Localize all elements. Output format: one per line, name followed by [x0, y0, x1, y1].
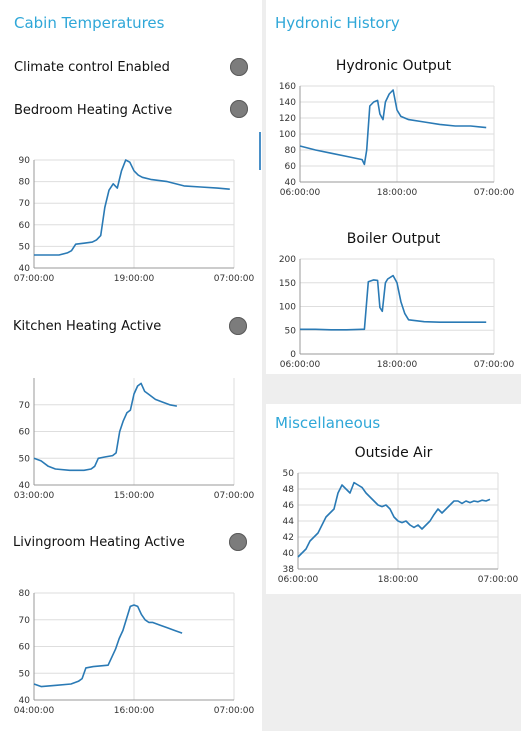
y-tick-label: 60	[19, 221, 31, 231]
x-tick-label: 07:00:00	[474, 188, 515, 198]
climate-control-led[interactable]	[230, 58, 248, 76]
cabin-temperatures-panel: Cabin Temperatures Climate control Enabl…	[0, 0, 262, 731]
x-tick-label: 07:00:00	[214, 706, 255, 716]
y-tick-label: 48	[283, 485, 295, 495]
x-tick-label: 07:00:00	[214, 274, 255, 284]
x-tick-label: 03:00:00	[14, 491, 55, 501]
y-tick-label: 70	[19, 401, 31, 411]
y-tick-label: 50	[19, 242, 31, 252]
y-tick-label: 40	[19, 481, 31, 491]
y-tick-label: 50	[19, 669, 31, 679]
x-tick-label: 06:00:00	[278, 575, 319, 585]
x-tick-label: 04:00:00	[14, 706, 55, 716]
y-tick-label: 50	[285, 326, 297, 336]
hydronic-history-title: Hydronic History	[275, 14, 400, 32]
kitchen-heating-label: Kitchen Heating Active	[13, 319, 162, 334]
bedroom-heating-label: Bedroom Heating Active	[14, 103, 173, 118]
climate-control-label: Climate control Enabled	[14, 60, 170, 75]
x-tick-label: 19:00:00	[114, 274, 155, 284]
outside-air-title: Outside Air	[354, 445, 433, 461]
hydronic-output-series-line	[299, 89, 487, 166]
y-tick-label: 50	[283, 469, 295, 479]
boiler-output-chart: 0 50 100 150 200 06:00:00 18:00:00 07:00:00	[279, 255, 515, 370]
y-tick-label: 70	[19, 616, 31, 626]
x-tick-label: 07:00:00	[474, 360, 515, 370]
x-tick-label: 18:00:00	[377, 360, 418, 370]
livingroom-heating-led[interactable]	[229, 533, 247, 551]
x-tick-label: 07:00:00	[14, 274, 55, 284]
y-tick-label: 140	[279, 98, 296, 108]
hydronic-history-panel: Hydronic History Hydronic Output 40 60 80 1…	[266, 0, 521, 374]
y-tick-label: 38	[283, 565, 295, 575]
y-tick-label: 80	[19, 178, 31, 188]
livingroom-heating-label: Livingroom Heating Active	[13, 535, 185, 550]
y-tick-label: 90	[19, 156, 31, 166]
y-tick-label: 150	[279, 279, 296, 289]
y-tick-label: 80	[19, 589, 31, 599]
x-tick-label: 15:00:00	[114, 491, 155, 501]
y-tick-label: 40	[283, 549, 295, 559]
y-tick-label: 200	[279, 255, 296, 265]
outside-air-series-line	[297, 481, 491, 558]
kitchen-series-line	[33, 382, 178, 472]
x-tick-label: 07:00:00	[214, 491, 255, 501]
y-tick-label: 40	[19, 696, 31, 706]
x-tick-label: 06:00:00	[280, 360, 321, 370]
y-tick-label: 60	[285, 162, 297, 172]
y-tick-label: 120	[279, 114, 296, 124]
y-tick-label: 42	[283, 533, 294, 543]
x-tick-label: 06:00:00	[280, 188, 321, 198]
x-tick-label: 16:00:00	[114, 706, 155, 716]
livingroom-series-line	[33, 604, 183, 688]
x-tick-label: 18:00:00	[378, 575, 419, 585]
y-tick-label: 80	[285, 146, 297, 156]
x-tick-label: 07:00:00	[478, 575, 519, 585]
bedroom-temperature-chart: 40 50 60 70 80 90 07:00:00 19:00:00 07:00:00	[14, 156, 255, 284]
boiler-output-title: Boiler Output	[346, 231, 441, 247]
x-tick-label: 18:00:00	[377, 188, 418, 198]
bedroom-series-line	[34, 159, 230, 256]
y-tick-label: 100	[279, 130, 296, 140]
miscellaneous-panel: Miscellaneous Outside Air 38 40 42 44 46 48 50…	[266, 404, 521, 594]
y-tick-label: 100	[279, 303, 296, 313]
boiler-output-series-line	[300, 274, 487, 331]
column-divider	[259, 132, 261, 170]
y-tick-label: 40	[285, 178, 297, 188]
cabin-temperatures-title: Cabin Temperatures	[14, 14, 165, 32]
y-tick-label: 40	[19, 264, 31, 274]
bedroom-heating-led[interactable]	[230, 100, 248, 118]
y-tick-label: 60	[19, 428, 31, 438]
livingroom-temperature-chart: 40 50 60 70 80 04:00:00 16:00:00 07:00:00	[14, 589, 255, 716]
y-tick-label: 50	[19, 454, 31, 464]
kitchen-heating-led[interactable]	[229, 317, 247, 335]
y-tick-label: 160	[279, 82, 296, 92]
kitchen-temperature-chart: 40 50 60 70 03:00:00 15:00:00 07:00:00	[14, 378, 255, 501]
miscellaneous-title: Miscellaneous	[275, 414, 381, 432]
outside-air-chart: 38 40 42 44 46 48 50 06:00:00 18:00:00 07:00:00	[278, 469, 519, 585]
hydronic-output-title: Hydronic Output	[335, 58, 452, 74]
y-tick-label: 60	[19, 643, 31, 653]
y-tick-label: 0	[290, 350, 296, 360]
y-tick-label: 70	[19, 199, 31, 209]
hydronic-output-chart: 40 60 80 100 120 140 160 06:00:00 18:00:00 07:00:…	[279, 82, 515, 198]
y-tick-label: 46	[283, 501, 295, 511]
y-tick-label: 44	[283, 517, 295, 527]
